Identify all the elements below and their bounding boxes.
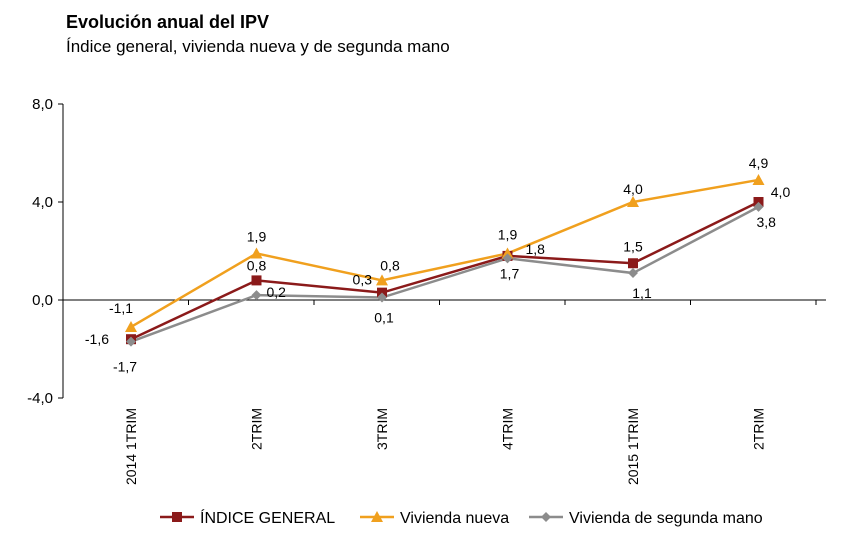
data-point bbox=[752, 173, 765, 185]
x-tick-label: 2015 1TRIM bbox=[625, 408, 641, 485]
data-label: 1,9 bbox=[247, 228, 267, 244]
data-point bbox=[250, 247, 263, 259]
data-point bbox=[251, 290, 262, 301]
data-label: 0,3 bbox=[353, 272, 373, 288]
legend-marker bbox=[371, 511, 383, 522]
legend-label: Vivienda nueva bbox=[400, 510, 509, 527]
series-line bbox=[130, 178, 759, 329]
y-tick-label: -4,0 bbox=[27, 390, 53, 407]
data-label: 4,0 bbox=[771, 184, 791, 200]
data-point bbox=[125, 320, 137, 332]
x-tick-label: 4TRIM bbox=[500, 408, 516, 450]
data-point bbox=[251, 275, 262, 286]
data-label: 1,1 bbox=[632, 285, 652, 301]
data-point bbox=[628, 268, 638, 279]
data-point bbox=[501, 247, 514, 259]
data-label: 1,5 bbox=[623, 238, 643, 254]
data-label: 3,8 bbox=[757, 214, 777, 230]
data-label: -1,1 bbox=[109, 300, 133, 316]
x-tick-label: 2TRIM bbox=[751, 408, 767, 450]
data-point bbox=[376, 274, 388, 286]
chart-title: Evolución anual del IPV bbox=[66, 12, 270, 32]
data-point bbox=[753, 201, 764, 212]
series-line bbox=[130, 205, 760, 343]
data-label: 4,9 bbox=[749, 155, 769, 171]
y-tick-label: 8,0 bbox=[32, 96, 53, 113]
series-line bbox=[130, 200, 760, 341]
legend-label: ÍNDICE GENERAL bbox=[200, 508, 335, 527]
data-point bbox=[627, 196, 639, 207]
y-tick-label: 0,0 bbox=[32, 292, 53, 309]
data-label: 4,0 bbox=[623, 181, 643, 197]
data-label: -1,6 bbox=[85, 331, 109, 347]
data-point bbox=[628, 258, 638, 269]
data-label: 0,2 bbox=[267, 284, 287, 300]
data-point bbox=[377, 292, 387, 303]
data-label: 0,1 bbox=[374, 310, 394, 326]
data-label: 0,8 bbox=[380, 257, 400, 273]
x-tick-label: 3TRIM bbox=[374, 408, 390, 450]
y-tick-label: 4,0 bbox=[32, 194, 53, 211]
x-tick-label: 2TRIM bbox=[249, 408, 265, 450]
x-tick-label: 2014 1TRIM bbox=[123, 408, 139, 485]
data-label: 1,7 bbox=[500, 265, 520, 281]
data-label: 0,8 bbox=[247, 257, 267, 273]
data-point bbox=[126, 336, 136, 347]
legend-marker bbox=[541, 512, 551, 522]
data-label: 1,8 bbox=[526, 241, 546, 257]
data-point bbox=[502, 253, 513, 264]
data-label: -1,7 bbox=[113, 359, 137, 375]
chart-subtitle: Índice general, vivienda nueva y de segu… bbox=[66, 37, 450, 56]
data-label: 1,9 bbox=[498, 226, 518, 242]
legend-label: Vivienda de segunda mano bbox=[569, 510, 763, 527]
legend-marker bbox=[172, 512, 182, 522]
